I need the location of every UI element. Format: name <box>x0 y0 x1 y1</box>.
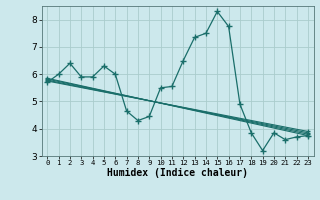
X-axis label: Humidex (Indice chaleur): Humidex (Indice chaleur) <box>107 168 248 178</box>
